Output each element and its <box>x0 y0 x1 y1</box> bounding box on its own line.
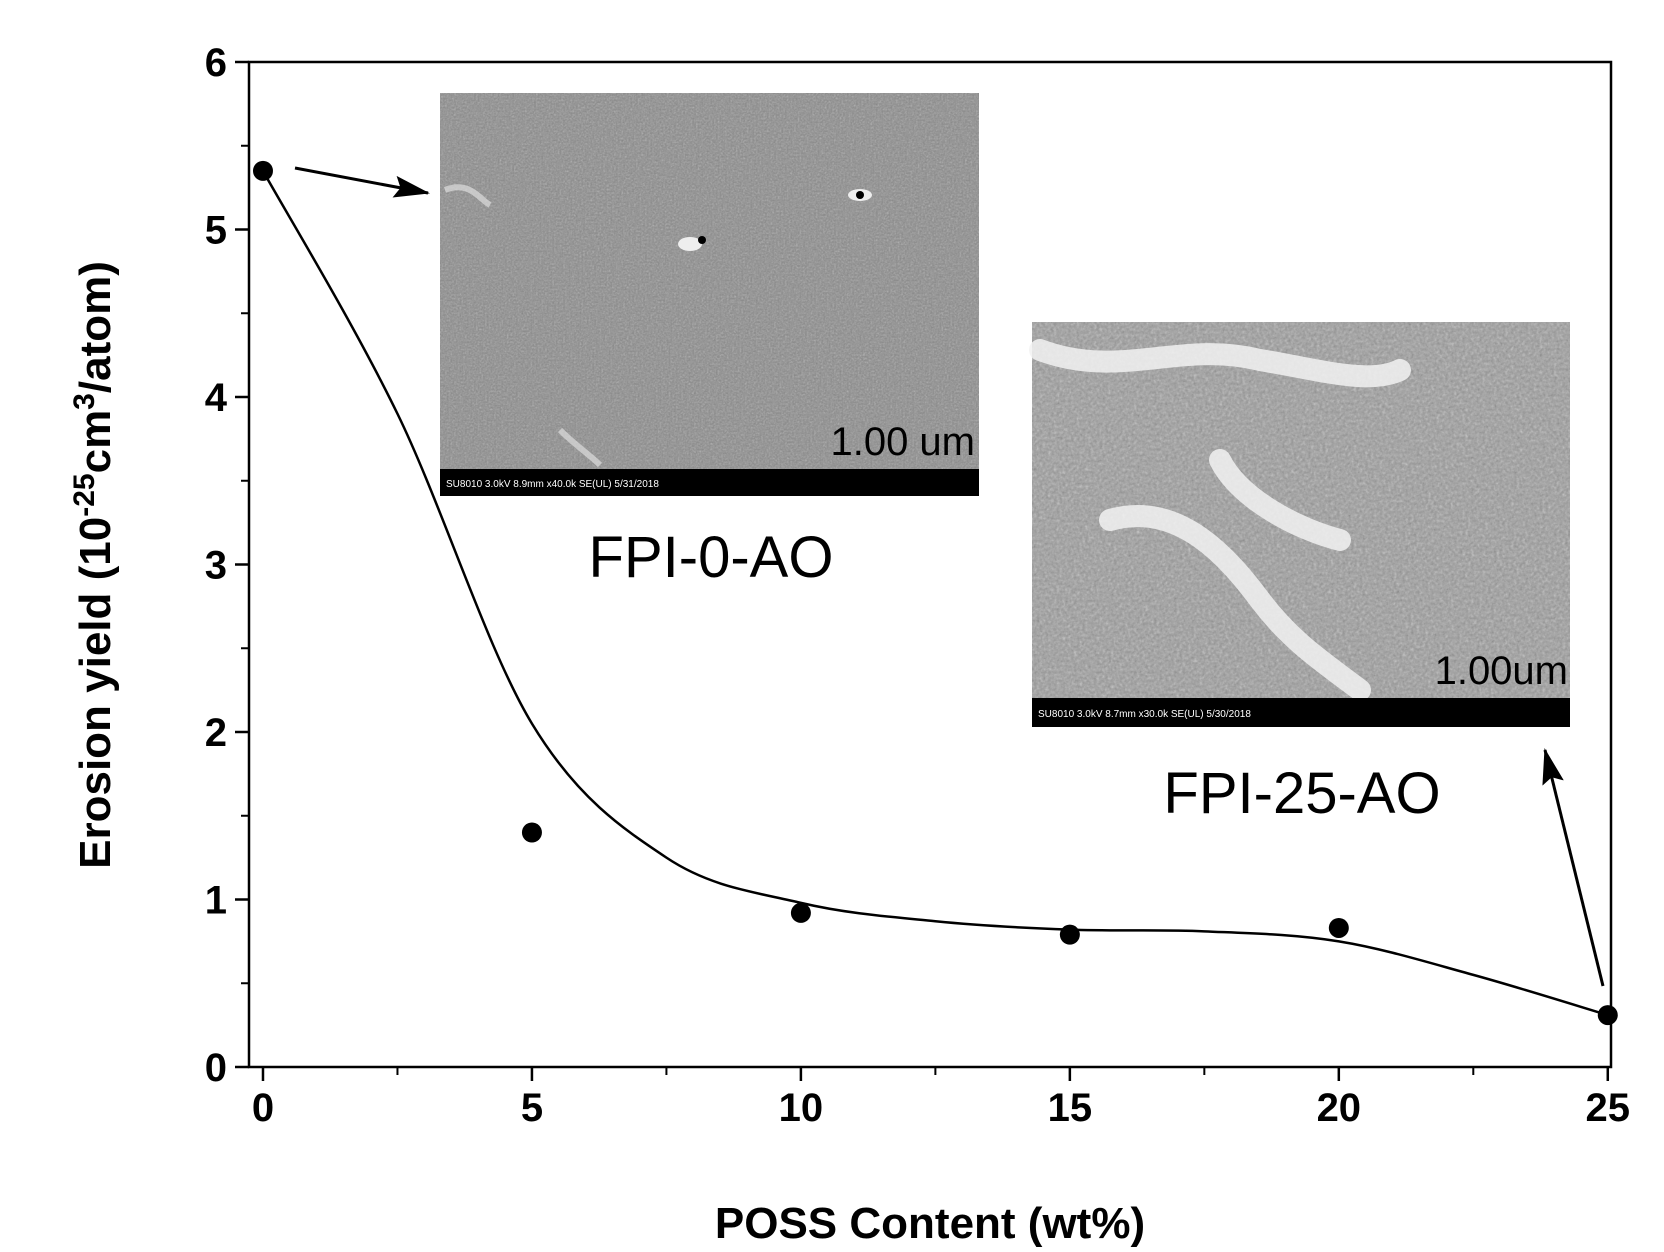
arrow <box>1542 748 1605 987</box>
y-tick-label: 3 <box>205 544 227 588</box>
annotation: FPI-25-AO <box>1163 761 1440 826</box>
y-tick-label: 0 <box>205 1046 227 1090</box>
x-tick-label: 5 <box>521 1086 543 1130</box>
y-axis-title-part: Erosion yield (10 <box>71 517 120 869</box>
x-axis-title: POSS Content (wt%) <box>715 1199 1145 1248</box>
y-axis-title-part: /atom) <box>71 261 120 393</box>
arrow <box>294 166 430 198</box>
x-tick-label: 15 <box>1048 1086 1093 1130</box>
data-point <box>790 902 811 923</box>
y-tick-label: 5 <box>205 209 227 253</box>
annotation: FPI-0-AO <box>589 525 834 590</box>
y-tick-label: 2 <box>205 711 227 755</box>
data-point <box>1328 917 1349 938</box>
sem-footer: SU8010 3.0kV 8.9mm x40.0k SE(UL) 5/31/20… <box>446 479 659 490</box>
x-tick-label: 25 <box>1586 1086 1631 1130</box>
x-tick-label: 20 <box>1317 1086 1362 1130</box>
y-tick-label: 6 <box>205 41 227 85</box>
scale-bar-label: 1.00um <box>1435 649 1568 693</box>
y-tick-label: 4 <box>205 376 228 420</box>
data-point <box>1059 924 1080 945</box>
sem-footer: SU8010 3.0kV 8.7mm x30.0k SE(UL) 5/30/20… <box>1038 709 1251 720</box>
x-tick-label: 10 <box>779 1086 824 1130</box>
inset-image <box>440 93 979 496</box>
scale-bar-label: 1.00 um <box>830 420 975 464</box>
y-axis-title: Erosion yield (10-25cm3/atom) <box>68 261 121 869</box>
inset-image <box>1029 322 1570 727</box>
y-tick-label: 1 <box>205 879 227 923</box>
y-axis-title-part: -25 <box>68 473 101 516</box>
x-tick-label: 0 <box>252 1086 274 1130</box>
fit-curve <box>261 170 1609 1017</box>
y-axis-title-part: cm <box>71 410 120 474</box>
y-axis-title-part: 3 <box>68 393 101 410</box>
data-point <box>521 822 542 843</box>
